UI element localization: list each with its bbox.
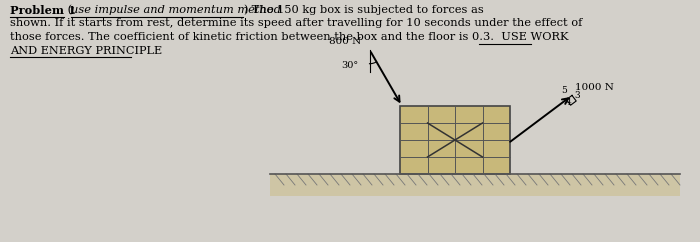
Text: 3: 3: [574, 91, 580, 100]
Text: ): ): [243, 5, 248, 15]
Bar: [400, 106, 510, 174]
Text: 4: 4: [566, 98, 572, 107]
Text: use impulse and momentum method: use impulse and momentum method: [71, 5, 281, 15]
Polygon shape: [270, 174, 680, 196]
Text: shown. If it starts from rest, determine its speed after travelling for 10 secon: shown. If it starts from rest, determine…: [10, 18, 582, 29]
Text: (: (: [64, 5, 72, 15]
Text: Problem 1: Problem 1: [10, 5, 76, 16]
Text: 1000 N: 1000 N: [575, 83, 614, 92]
Text: those forces. The coefficient of kinetic friction between the box and the floor : those forces. The coefficient of kinetic…: [10, 32, 568, 42]
Text: 30°: 30°: [342, 61, 358, 70]
Text: The 150 kg box is subjected to forces as: The 150 kg box is subjected to forces as: [248, 5, 484, 15]
Text: 5: 5: [561, 86, 567, 95]
Text: AND ENERGY PRINCIPLE: AND ENERGY PRINCIPLE: [10, 45, 162, 55]
Text: 800 N: 800 N: [329, 37, 361, 46]
